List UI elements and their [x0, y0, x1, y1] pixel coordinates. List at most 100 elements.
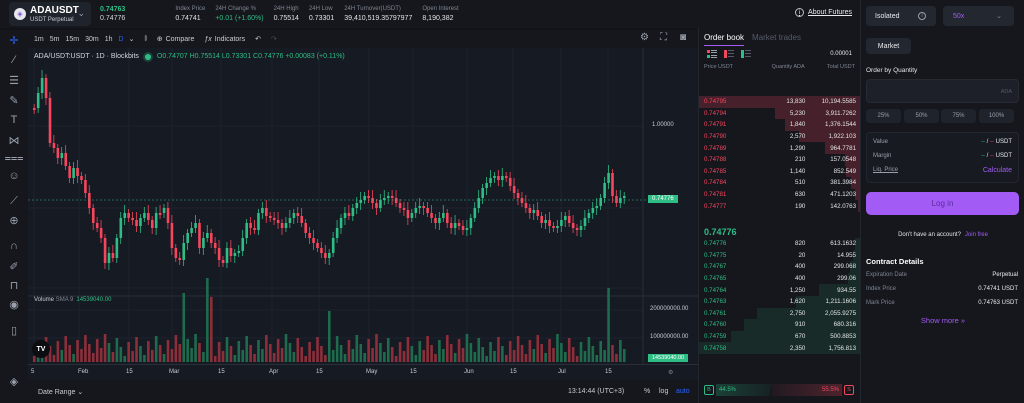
- chart-toolbar: 1m 5m 15m 30m 1h D ⌄ ⫾ ⊕ Compare ƒx Indi…: [28, 30, 698, 48]
- drawing-toolbar: ✛ ⁄ ☰ ✎ T ⋈ ⩶ ☺ ⟋ ⊕ ∩ ✐ ⊓ ◉ ▯ ◈: [0, 30, 28, 403]
- text-icon[interactable]: T: [10, 114, 18, 126]
- bid-row[interactable]: 0.74775 20 14.955: [699, 249, 861, 262]
- view-asks-icon[interactable]: [724, 50, 734, 58]
- redo-icon[interactable]: ↷: [271, 36, 277, 43]
- depth-bar: [699, 342, 861, 354]
- tab-market-trades[interactable]: Market trades: [752, 32, 801, 42]
- symbol-subtitle: USDT Perpetual: [30, 16, 74, 23]
- depth-bar: [857, 200, 861, 212]
- view-both-icon[interactable]: [707, 50, 717, 58]
- bid-row[interactable]: 0.74763 1,620 1,211.1606: [699, 295, 861, 308]
- timeframe-30m[interactable]: 30m: [85, 35, 99, 43]
- eye-icon[interactable]: ◉: [9, 298, 19, 311]
- unlock-icon[interactable]: ⊓: [9, 279, 19, 292]
- timeframe-d[interactable]: D: [118, 35, 124, 43]
- bid-row[interactable]: 0.74761 2,750 2,055.9275: [699, 307, 861, 320]
- trash-icon[interactable]: ▯: [10, 324, 18, 337]
- bid-row[interactable]: 0.74758 2,350 1,756.813: [699, 342, 861, 354]
- depth-bar: [849, 261, 861, 273]
- order-book-panel: Order book Market trades 0.00001 Price U…: [698, 28, 861, 403]
- crosshair-icon[interactable]: ✛: [9, 34, 19, 47]
- axis-settings-icon[interactable]: ⚙: [668, 370, 674, 376]
- pct-25-button[interactable]: 25%: [866, 109, 901, 123]
- quantity-input[interactable]: ADA: [866, 79, 1019, 103]
- leverage-dropdown[interactable]: 50x ⌄: [943, 6, 1014, 26]
- ruler-icon[interactable]: ⟋: [10, 194, 18, 207]
- auto-scale-toggle[interactable]: auto: [676, 388, 690, 395]
- live-dot-icon: [144, 53, 151, 60]
- percent-scale-toggle[interactable]: %: [644, 388, 651, 395]
- ask-row[interactable]: 0.74790 2,570 1,922.103: [699, 130, 861, 143]
- pct-75-button[interactable]: 75%: [941, 109, 976, 123]
- volume-axis-label-200m: 200000000.00: [650, 306, 689, 312]
- emoji-icon[interactable]: ☺: [8, 170, 20, 182]
- liq-price-link[interactable]: Liq. Price: [873, 167, 899, 173]
- order-type-market[interactable]: Market: [866, 38, 911, 54]
- bid-row[interactable]: 0.74767 400 299.068: [699, 261, 861, 273]
- log-scale-toggle[interactable]: log: [659, 388, 669, 395]
- compare-button[interactable]: ⊕ Compare: [156, 35, 195, 44]
- calculate-link[interactable]: Calculate: [982, 167, 1012, 174]
- layers-icon[interactable]: ◈: [9, 375, 19, 388]
- margin-mode-button[interactable]: Isolated i: [866, 6, 936, 26]
- bid-row[interactable]: 0.74764 1,250 934.55: [699, 284, 861, 296]
- lock-drawing-icon[interactable]: ✐: [9, 260, 19, 273]
- candlestick-canvas: [28, 48, 698, 364]
- bid-row[interactable]: 0.74759 670 500.8853: [699, 330, 861, 343]
- undo-icon[interactable]: ↶: [255, 36, 262, 43]
- chevron-down-icon: ⌄: [77, 389, 84, 396]
- time-axis[interactable]: 5 Feb 15 Mar 15 Apr 15 May 15 Jun 15 Jul…: [28, 364, 698, 380]
- mid-price: 0.74776: [704, 227, 737, 237]
- ask-row[interactable]: 0.74781 630 471.1203: [699, 188, 861, 201]
- pct-100-button[interactable]: 100%: [979, 109, 1014, 123]
- ask-row[interactable]: 0.74784 510 381.3984: [699, 177, 861, 189]
- magnet-icon[interactable]: ∩: [10, 240, 18, 252]
- ask-row[interactable]: 0.74777 190 142.0763: [699, 200, 861, 212]
- indicators-button[interactable]: ƒx Indicators: [204, 35, 246, 43]
- timeframe-1m[interactable]: 1m: [34, 35, 44, 43]
- ask-row[interactable]: 0.74789 1,290 964.7781: [699, 142, 861, 154]
- tradingview-logo[interactable]: TV: [32, 340, 50, 358]
- brush-icon[interactable]: ✎: [9, 94, 19, 107]
- view-bids-icon[interactable]: [741, 50, 751, 58]
- bid-row[interactable]: 0.74760 910 680.316: [699, 319, 861, 331]
- depth-bar: [699, 96, 861, 108]
- timeframe-1h[interactable]: 1h: [104, 35, 113, 43]
- stat-24h-high: 24H High 0.75514: [273, 6, 299, 22]
- contract-index-price-row: Index Price 0.74741 USDT: [866, 286, 1018, 292]
- fullscreen-icon[interactable]: ⛶: [660, 32, 667, 43]
- camera-icon[interactable]: ◙: [680, 32, 687, 43]
- candle-type-icon[interactable]: ⫾: [144, 35, 147, 42]
- join-free-link[interactable]: Join free: [964, 232, 988, 238]
- bid-row[interactable]: 0.74765 400 299.06: [699, 272, 861, 285]
- ticker-header: ◈ ADAUSDT USDT Perpetual ⌄ 0.74763 0.747…: [0, 0, 860, 28]
- show-more-button[interactable]: Show more »: [920, 316, 966, 325]
- timeframe-dropdown-chevron-icon[interactable]: ⌄: [128, 36, 135, 43]
- ask-row[interactable]: 0.74794 5,230 3,911.7262: [699, 107, 861, 120]
- price-chart[interactable]: ADA/USDT:USDT · 1D · Blockbits O0.74707 …: [28, 48, 698, 364]
- ask-row[interactable]: 0.74795 13,830 10,194.5585: [699, 96, 861, 108]
- pattern-icon[interactable]: ⋈: [8, 134, 20, 147]
- trend-line-icon[interactable]: ⁄: [13, 54, 15, 66]
- pct-50-button[interactable]: 50%: [904, 109, 939, 123]
- timeframe-5m[interactable]: 5m: [49, 35, 60, 43]
- tab-order-book[interactable]: Order book: [704, 33, 745, 46]
- settings-gear-icon[interactable]: ⚙: [640, 32, 649, 43]
- date-range-button[interactable]: Date Range ⌄: [38, 389, 84, 396]
- about-futures-link[interactable]: i About Futures: [795, 8, 852, 17]
- buy-ratio: 44.5%: [716, 384, 773, 396]
- zoom-in-icon[interactable]: ⊕: [9, 214, 19, 227]
- depth-bar: [846, 165, 861, 178]
- measure-lines-icon[interactable]: ⩶: [4, 151, 24, 164]
- stat-24h-turnover: 24H Turnover(USDT) 39,410,519.35797977: [344, 6, 413, 22]
- ask-row[interactable]: 0.74788 210 157.0548: [699, 153, 861, 166]
- login-button[interactable]: Log in: [866, 192, 1019, 215]
- precision-selector[interactable]: 0.00001: [830, 51, 852, 57]
- ask-row[interactable]: 0.74791 1,840 1,376.1544: [699, 119, 861, 131]
- timeframe-15m[interactable]: 15m: [65, 35, 80, 43]
- symbol-selector[interactable]: ◈ ADAUSDT USDT Perpetual ⌄: [9, 2, 91, 26]
- bid-row[interactable]: 0.74776 820 613.1632: [699, 238, 861, 250]
- contract-expiration-row: Expiration Date Perpetual: [866, 272, 1018, 278]
- ask-row[interactable]: 0.74785 1,140 852.549: [699, 165, 861, 178]
- horizontal-lines-icon[interactable]: ☰: [9, 74, 19, 87]
